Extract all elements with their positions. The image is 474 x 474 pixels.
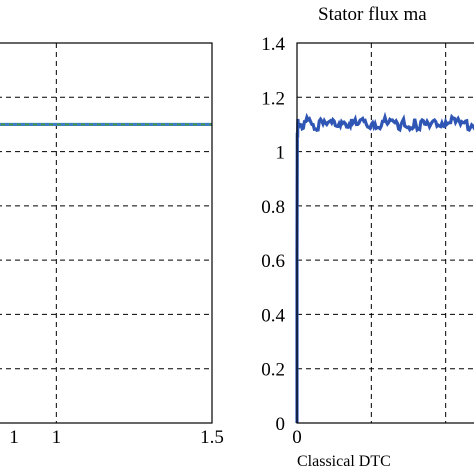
right-plot-panel: Stator flux ma 0 0.2 0.4 0.6 0.8 1 1.2 1.4 0 Cla… — [261, 4, 474, 470]
left-grid — [0, 43, 212, 423]
right-plot-title: Stator flux ma — [318, 4, 427, 25]
right-plot-axes-frame — [296, 42, 474, 424]
y-tick-label: 0.4 — [261, 305, 285, 326]
left-tick-labels: 1 1.51 — [9, 427, 224, 448]
series-line — [295, 111, 474, 423]
x-tick-label-partial: 1 — [9, 427, 19, 448]
y-tick-label: 0.8 — [261, 197, 285, 218]
y-tick-label: 0.2 — [261, 360, 285, 381]
y-tick-label: 1.4 — [261, 34, 285, 55]
left-plot-axes-frame — [0, 42, 213, 424]
y-tick-label: 1 — [276, 143, 286, 164]
right-grid — [297, 43, 474, 423]
right-plot-caption: Classical DTC — [297, 453, 391, 470]
x-tick-label: 1.5 — [200, 427, 224, 448]
x-tick-label: 0 — [292, 427, 302, 448]
x-tick-label: 1 — [52, 427, 62, 448]
right-tick-labels: 0 0.2 0.4 0.6 0.8 1 1.2 1.4 0 — [261, 34, 302, 448]
right-series-group — [295, 111, 474, 423]
left-plot-panel: 1 1.51 — [0, 42, 224, 448]
y-tick-label: 0 — [276, 414, 286, 435]
y-tick-label: 1.2 — [261, 88, 285, 109]
y-tick-label: 0.6 — [261, 251, 285, 272]
